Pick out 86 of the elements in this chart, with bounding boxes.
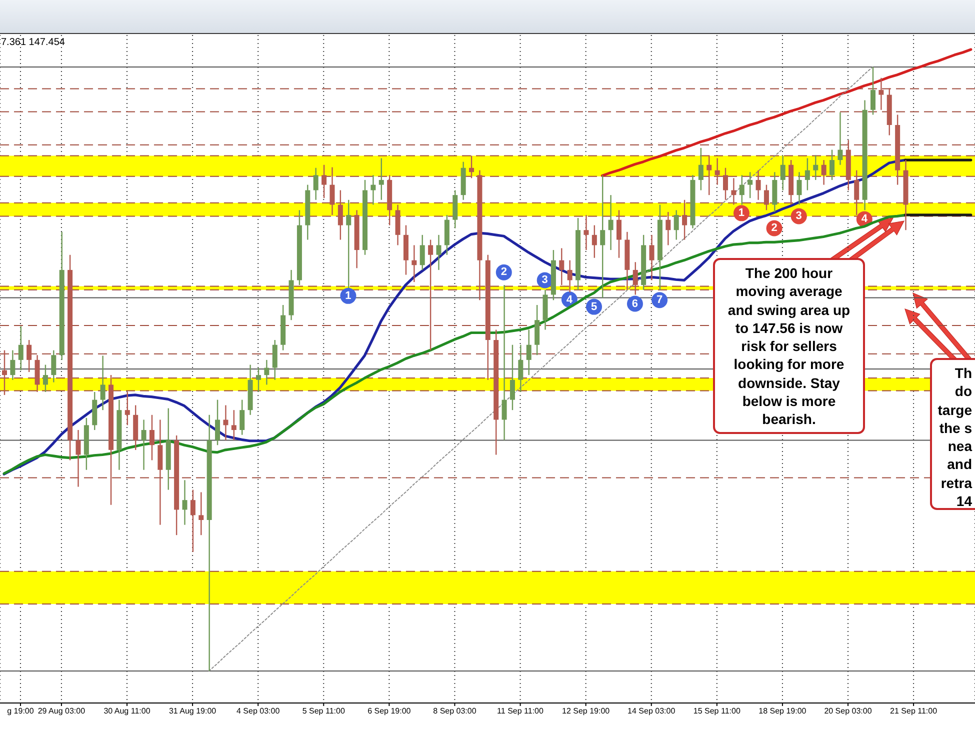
candlestick — [370, 174, 376, 206]
candlestick — [608, 194, 614, 251]
candlestick — [412, 244, 417, 283]
candlestick — [330, 166, 335, 216]
candlestick — [420, 234, 425, 271]
x-tick-label: 30 Aug 11:00 — [104, 706, 151, 716]
candlestick — [748, 172, 753, 199]
x-tick-label: 21 Sep 11:00 — [890, 706, 938, 716]
candlestick — [378, 158, 384, 200]
x-tick-label: 29 Aug 03:00 — [38, 706, 86, 716]
candlestick — [190, 489, 196, 553]
candlestick — [436, 234, 442, 271]
candlestick — [739, 174, 744, 206]
x-tick-label: 6 Sep 19:00 — [368, 706, 412, 716]
candlestick — [838, 112, 843, 166]
candlestick — [100, 355, 106, 411]
candlestick — [600, 174, 606, 298]
x-tick-label: 12 Sep 19:00 — [562, 706, 610, 716]
candlestick — [878, 77, 884, 110]
candlestick — [854, 170, 860, 216]
candlestick — [584, 214, 589, 251]
candlestick — [338, 190, 343, 240]
candlestick — [592, 224, 597, 258]
candlestick — [215, 399, 220, 446]
candlestick — [124, 391, 130, 426]
candlestick — [141, 419, 146, 470]
x-tick-label: 14 Sep 03:00 — [628, 706, 676, 716]
candlestick — [322, 164, 327, 199]
candlestick — [240, 399, 245, 436]
candlestick — [526, 329, 532, 376]
x-tick-label: 5 Sep 11:00 — [302, 706, 346, 716]
candlestick — [313, 167, 318, 200]
candlestick — [821, 159, 826, 186]
candlestick — [469, 155, 474, 179]
x-tick-label: 4 Sep 03:00 — [236, 706, 280, 716]
candlestick — [256, 367, 261, 393]
x-tick-label: 11 Sep 11:00 — [497, 706, 544, 716]
candlestick — [502, 284, 507, 441]
candlestick — [706, 154, 712, 196]
candlestick — [51, 350, 56, 383]
candlestick — [682, 199, 688, 240]
candlestick — [780, 155, 786, 191]
candlestick — [649, 234, 654, 281]
candlestick — [632, 261, 638, 296]
candlestick — [764, 184, 769, 211]
candlestick — [756, 170, 761, 200]
candlestick — [272, 339, 278, 380]
candlestick — [518, 344, 524, 393]
candlestick — [149, 414, 154, 461]
candlestick — [796, 172, 802, 206]
candlestick — [428, 239, 434, 351]
candlestick — [723, 167, 728, 200]
candlestick — [510, 344, 515, 411]
candlestick — [42, 364, 48, 393]
candlestick — [731, 178, 736, 206]
candlestick — [616, 210, 622, 258]
candlestick — [870, 66, 876, 116]
candlestick — [830, 149, 835, 181]
candlestick — [666, 211, 671, 246]
candlestick — [813, 154, 818, 181]
candlestick — [264, 359, 270, 386]
x-tick-label: 18 Sep 19:00 — [758, 706, 807, 716]
candlestick — [698, 147, 704, 191]
candlestick — [198, 492, 204, 536]
candlestick — [182, 480, 188, 526]
candlestick — [559, 248, 564, 286]
text: The 200 hour moving average and swing area up to 147.56 is now risk for sellers looking for more downside. Stay below is more bearish. — [728, 265, 850, 428]
candlestick — [714, 158, 720, 186]
candlestick — [26, 339, 32, 373]
x-tick-label: 31 Aug 19:00 — [168, 706, 217, 716]
x-tick-label: 8 Sep 03:00 — [433, 706, 477, 716]
candlestick — [10, 350, 16, 380]
annotation: Th do targe the s nea and retra 14 — [936, 364, 972, 510]
candlestick — [2, 350, 7, 396]
candlestick — [567, 260, 572, 293]
x-tick-label: g 19:00 — [7, 706, 34, 716]
candlestick — [804, 158, 810, 191]
x-tick-label: 15 Sep 11:00 — [693, 706, 741, 716]
candlestick — [76, 429, 81, 488]
candlestick — [223, 404, 228, 441]
candlestick — [18, 326, 24, 371]
x-tick-label: 20 Sep 03:00 — [824, 706, 872, 716]
candlestick — [231, 409, 236, 441]
candlestick — [346, 199, 352, 289]
candlestick — [674, 210, 679, 240]
text: 7.361 147.454 — [1, 37, 65, 48]
